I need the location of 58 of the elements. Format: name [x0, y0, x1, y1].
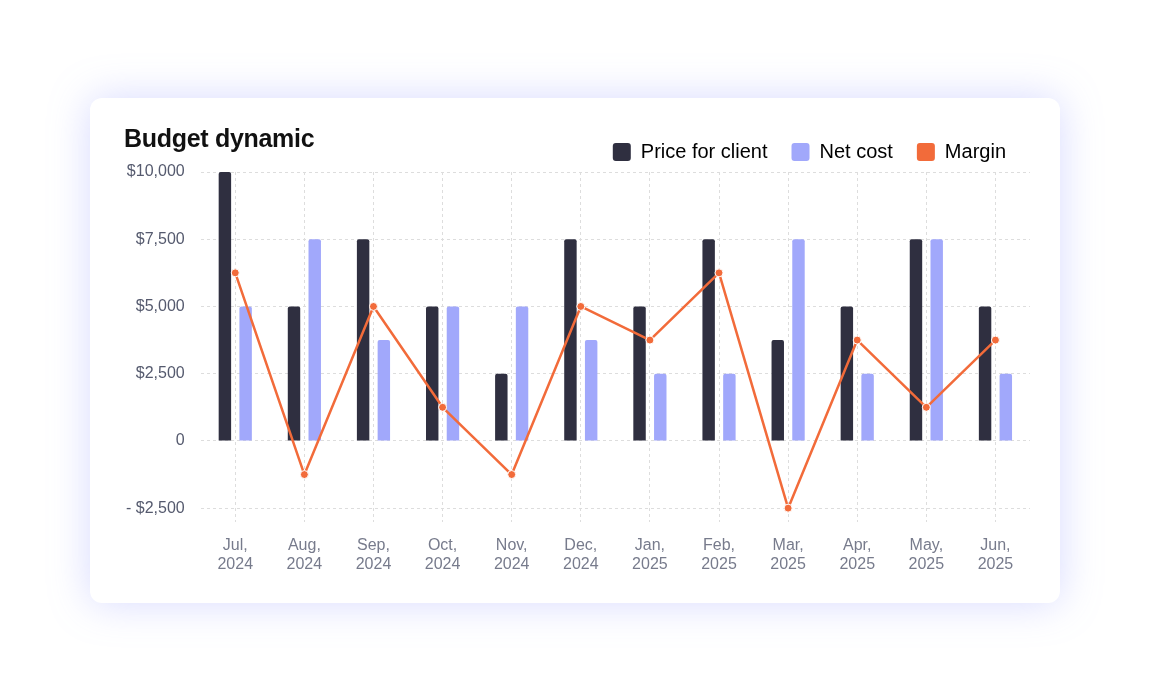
- legend-label: Net cost: [819, 139, 894, 162]
- bar: [861, 373, 874, 441]
- point: [299, 470, 309, 480]
- point: [576, 301, 586, 311]
- x-tick-label: Sep, 2024: [355, 535, 392, 572]
- bar: [909, 239, 923, 441]
- point: [507, 470, 517, 480]
- x-tick-label: Apr, 2025: [839, 535, 876, 572]
- bar: [840, 306, 854, 441]
- point: [783, 503, 793, 513]
- bar: [792, 239, 805, 441]
- bar: [723, 373, 736, 441]
- point: [645, 335, 655, 345]
- x-tick-label: Jul, 2024: [217, 535, 254, 572]
- bar: [654, 373, 667, 441]
- x-tick-label: Dec, 2024: [563, 535, 599, 572]
- bar: [584, 340, 598, 441]
- bar: [218, 172, 232, 441]
- bar: [495, 373, 508, 441]
- x-tick-label: Oct, 2024: [424, 535, 461, 572]
- bar: [515, 306, 529, 441]
- bar: [308, 239, 321, 441]
- x-tick-label: Mar, 2025: [770, 535, 807, 572]
- point: [438, 402, 448, 412]
- legend-label: Margin: [944, 139, 1007, 162]
- bar: [930, 239, 943, 441]
- bar: [702, 239, 715, 441]
- bar: [978, 306, 992, 441]
- y-tick-label: $7,500: [135, 229, 185, 247]
- point: [921, 402, 931, 412]
- y-tick-label: 0: [175, 431, 185, 449]
- bar: [771, 340, 784, 441]
- bar: [564, 239, 577, 441]
- point: [852, 335, 862, 345]
- bar: [446, 306, 460, 441]
- y-tick-label: $5,000: [135, 296, 185, 314]
- point: [368, 301, 378, 311]
- y-tick-label: $10,000: [126, 162, 185, 180]
- bar: [999, 373, 1013, 441]
- point: [990, 335, 1000, 345]
- point: [230, 268, 240, 278]
- x-tick-label: Feb, 2025: [701, 535, 737, 572]
- bar: [356, 239, 370, 441]
- y-tick-label: - $2,500: [125, 498, 185, 516]
- x-tick-label: Nov, 2024: [493, 535, 530, 572]
- x-tick-label: May, 2025: [908, 535, 945, 572]
- bar: [239, 306, 252, 441]
- x-tick-label: Jan, 2025: [632, 535, 668, 572]
- x-tick-label: Jun, 2025: [977, 535, 1014, 572]
- chart-title: Budget dynamic: [124, 124, 315, 153]
- bar: [426, 306, 439, 441]
- bar: [377, 340, 391, 441]
- x-tick-label: Aug, 2024: [286, 535, 323, 572]
- y-tick-label: $2,500: [135, 364, 185, 382]
- point: [714, 268, 724, 278]
- bar: [633, 306, 646, 441]
- bar: [287, 306, 301, 441]
- legend-label: Price for client: [640, 139, 768, 162]
